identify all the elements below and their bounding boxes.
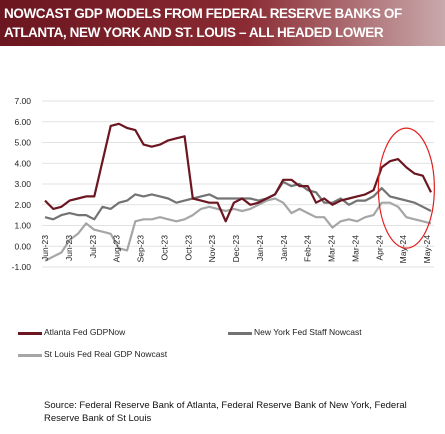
legend-swatch-atlanta	[18, 332, 42, 335]
line-chart: 7.00 6.00 5.00 4.00 3.00 2.00 1.00 0.00 -1.00 Ju…	[12, 96, 435, 272]
x-tick-label: May-24	[398, 235, 408, 264]
x-tick-label: Jun-23	[40, 235, 50, 261]
x-axis-ticks: Jun-23 Jun-23 Jul-23 Aug-23 Sep-23 Oct-23 Oct-…	[40, 235, 432, 264]
x-tick-label: Oct-23	[183, 235, 193, 261]
x-tick-label: May-24	[422, 235, 432, 264]
x-tick-label: Dec-23	[231, 235, 241, 263]
y-tick-label: 0.00	[14, 241, 31, 251]
series-line-2	[44, 197, 432, 262]
x-tick-label: Aug-23	[112, 235, 122, 263]
source-note: Source: Federal Reserve Bank of Atlanta,…	[44, 400, 407, 424]
x-tick-label: Jul-23	[88, 235, 98, 258]
x-tick-label: Sep-23	[136, 235, 146, 263]
y-tick-label: 6.00	[14, 117, 31, 127]
x-tick-label: Jan-24	[255, 235, 265, 261]
y-tick-label: 1.00	[14, 221, 31, 231]
legend-newyork: New York Fed Staff Nowcast	[254, 327, 362, 337]
legend-stlouis: St Louis Fed Real GDP Nowcast	[44, 349, 168, 359]
y-tick-label: 2.00	[14, 200, 31, 210]
y-tick-label: 7.00	[14, 96, 31, 106]
chart-title-line-2: ATLANTA, NEW YORK AND ST. LOUIS – ALL HE…	[4, 25, 384, 40]
x-tick-label: Mar-24	[350, 235, 360, 262]
x-tick-label: Feb-24	[303, 235, 313, 262]
series-line-1	[44, 180, 432, 221]
legend-swatch-stlouis	[18, 354, 42, 357]
x-tick-label: Nov-23	[207, 235, 217, 263]
x-tick-label: Jan-24	[279, 235, 289, 261]
x-tick-label: Oct-23	[159, 235, 169, 261]
y-axis-ticks: 7.00 6.00 5.00 4.00 3.00 2.00 1.00 0.00 -1.00	[12, 96, 32, 272]
y-tick-label: 5.00	[14, 138, 31, 148]
y-tick-label: 3.00	[14, 179, 31, 189]
chart-title-line-1: NOWCAST GDP MODELS FROM FEDERAL RESERVE …	[4, 6, 402, 21]
x-tick-label: Apr-24	[374, 235, 384, 261]
y-tick-label: -1.00	[12, 262, 32, 272]
legend-atlanta: Atlanta Fed GDPNow	[44, 327, 126, 337]
series-line-0	[44, 122, 432, 223]
legend-swatch-newyork	[228, 332, 252, 335]
series-lines	[44, 122, 432, 262]
title-banner: NOWCAST GDP MODELS FROM FEDERAL RESERVE …	[0, 0, 445, 46]
x-tick-label: Mar-24	[327, 235, 337, 262]
highlight-ellipse	[377, 127, 435, 249]
x-tick-label: Jun-23	[64, 235, 74, 261]
y-tick-label: 4.00	[14, 158, 31, 168]
